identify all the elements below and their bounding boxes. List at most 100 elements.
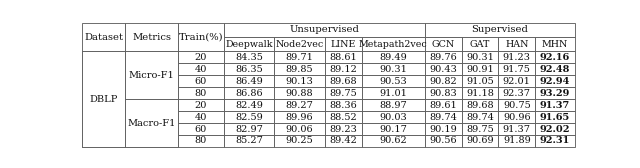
Bar <box>224 63 275 75</box>
Bar <box>275 123 324 135</box>
Bar <box>535 75 575 87</box>
Text: 90.69: 90.69 <box>466 136 494 145</box>
Text: 89.74: 89.74 <box>429 113 457 122</box>
Text: 89.96: 89.96 <box>285 113 314 122</box>
Bar <box>178 51 224 63</box>
Bar <box>362 111 425 123</box>
Text: 90.62: 90.62 <box>380 136 407 145</box>
Text: 89.75: 89.75 <box>329 89 357 98</box>
Bar <box>275 111 324 123</box>
Bar <box>83 63 125 75</box>
Bar <box>425 51 461 63</box>
Text: 90.56: 90.56 <box>429 136 457 145</box>
Bar <box>461 111 499 123</box>
Text: 82.97: 82.97 <box>236 124 263 134</box>
Bar <box>362 51 425 63</box>
Bar <box>275 37 324 51</box>
Text: 86.86: 86.86 <box>236 89 263 98</box>
Bar <box>178 63 224 75</box>
Bar <box>461 63 499 75</box>
Bar <box>178 75 224 87</box>
Bar <box>461 135 499 147</box>
Bar <box>178 135 224 147</box>
Bar <box>178 111 224 123</box>
Text: LINE: LINE <box>330 40 356 49</box>
Bar <box>275 135 324 147</box>
Bar <box>125 111 178 123</box>
Text: 20: 20 <box>195 53 207 62</box>
Text: 89.75: 89.75 <box>466 124 494 134</box>
Text: 90.43: 90.43 <box>429 65 457 74</box>
Bar <box>425 63 461 75</box>
Bar <box>178 23 224 51</box>
Text: 80: 80 <box>195 89 207 98</box>
Bar <box>499 63 535 75</box>
Text: 89.23: 89.23 <box>329 124 357 134</box>
Bar <box>461 123 499 135</box>
Text: 91.05: 91.05 <box>466 77 494 86</box>
Bar <box>83 23 125 51</box>
Bar <box>425 135 461 147</box>
Text: 89.27: 89.27 <box>285 101 314 110</box>
Text: 89.61: 89.61 <box>429 101 457 110</box>
Text: Unsupervised: Unsupervised <box>289 25 359 34</box>
Text: 90.19: 90.19 <box>429 124 457 134</box>
Bar <box>324 99 362 111</box>
Bar <box>275 99 324 111</box>
Bar <box>224 87 275 99</box>
Text: 88.61: 88.61 <box>329 53 357 62</box>
Text: 92.37: 92.37 <box>503 89 531 98</box>
Text: 92.31: 92.31 <box>540 136 570 145</box>
Text: 89.42: 89.42 <box>329 136 357 145</box>
Text: 20: 20 <box>195 101 207 110</box>
Text: 89.68: 89.68 <box>466 101 494 110</box>
Text: Deepwalk: Deepwalk <box>225 40 273 49</box>
Bar <box>178 99 224 111</box>
Text: 90.03: 90.03 <box>380 113 407 122</box>
Text: Train(%): Train(%) <box>179 33 223 41</box>
Text: 90.53: 90.53 <box>380 77 407 86</box>
Bar <box>499 75 535 87</box>
Bar <box>425 75 461 87</box>
Text: 92.16: 92.16 <box>540 53 570 62</box>
Bar <box>83 111 125 123</box>
Bar <box>499 111 535 123</box>
Text: Metrics: Metrics <box>132 33 171 41</box>
Text: Node2vec: Node2vec <box>275 40 324 49</box>
Text: 92.02: 92.02 <box>540 124 570 134</box>
Text: 85.27: 85.27 <box>236 136 263 145</box>
Bar <box>362 99 425 111</box>
Bar <box>535 37 575 51</box>
Text: 84.35: 84.35 <box>236 53 263 62</box>
Text: 91.65: 91.65 <box>540 113 570 122</box>
Text: 90.82: 90.82 <box>429 77 457 86</box>
Bar <box>461 37 499 51</box>
Text: 82.49: 82.49 <box>236 101 263 110</box>
Text: Metapath2vec: Metapath2vec <box>358 40 428 49</box>
Text: 88.36: 88.36 <box>329 101 357 110</box>
Text: 90.96: 90.96 <box>503 113 531 122</box>
Bar <box>324 111 362 123</box>
Bar <box>535 111 575 123</box>
Text: Supervised: Supervised <box>472 25 528 34</box>
Bar <box>535 63 575 75</box>
Bar <box>362 75 425 87</box>
Bar <box>499 99 535 111</box>
Bar <box>125 99 178 147</box>
Bar <box>224 75 275 87</box>
Text: 60: 60 <box>195 124 207 134</box>
Bar <box>275 87 324 99</box>
Text: 93.29: 93.29 <box>540 89 570 98</box>
Text: 88.52: 88.52 <box>329 113 357 122</box>
Bar <box>125 99 178 111</box>
Bar <box>83 75 125 87</box>
Text: 90.25: 90.25 <box>285 136 314 145</box>
Bar <box>178 87 224 99</box>
Bar <box>224 51 275 63</box>
Bar <box>425 123 461 135</box>
Bar <box>178 123 224 135</box>
Text: 90.31: 90.31 <box>379 65 407 74</box>
Bar <box>224 135 275 147</box>
Text: 90.06: 90.06 <box>285 124 314 134</box>
Text: 91.01: 91.01 <box>379 89 407 98</box>
